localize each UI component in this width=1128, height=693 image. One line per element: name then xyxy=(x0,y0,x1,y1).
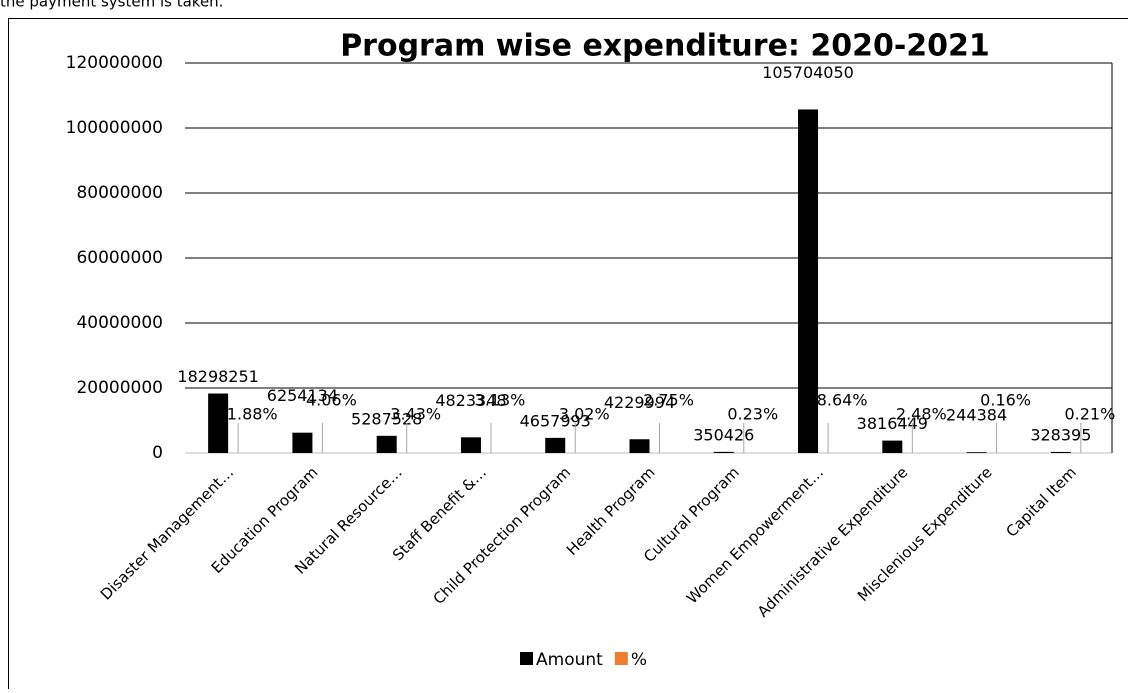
y-tick-label: 120000000 xyxy=(66,53,163,73)
bar xyxy=(967,452,987,453)
bar xyxy=(882,441,902,453)
data-label: 105704050 xyxy=(762,63,854,82)
data-label: 328395 xyxy=(1030,425,1091,444)
page-text: the payment system is taken. xyxy=(0,0,223,11)
data-label: 2.48% xyxy=(896,405,947,424)
y-tick-label: 60000000 xyxy=(76,248,163,268)
x-tick-label: Capital Item xyxy=(1002,463,1079,540)
bar xyxy=(377,436,397,453)
x-tick-label: Women Empowerment… xyxy=(683,463,827,607)
y-tick-label: 40000000 xyxy=(76,313,163,333)
data-label: 2.75% xyxy=(643,391,694,410)
y-tick-label: 0 xyxy=(152,443,163,463)
data-label: 4.06% xyxy=(306,391,357,410)
data-label: 18298251 xyxy=(177,367,258,386)
bar xyxy=(545,438,565,453)
bar xyxy=(292,433,312,453)
chart-frame xyxy=(9,19,1128,690)
chart-title: Program wise expenditure: 2020-2021 xyxy=(340,29,990,64)
data-label: 3.02% xyxy=(559,405,610,424)
y-tick-label: 20000000 xyxy=(76,378,163,398)
x-tick-label: Misclenious Expenditure xyxy=(854,463,996,605)
y-tick-label: 100000000 xyxy=(66,118,163,138)
x-tick-label: Health Program xyxy=(563,463,659,559)
x-tick-label: Child Protection Program xyxy=(430,463,575,608)
bar xyxy=(714,452,734,453)
bar xyxy=(461,437,481,453)
x-tick-label: Disaster Management… xyxy=(97,463,237,603)
data-label: 11.88% xyxy=(217,405,278,424)
legend-swatch xyxy=(615,652,628,665)
data-label: 0.23% xyxy=(727,405,778,424)
legend-label: Amount xyxy=(536,650,603,670)
data-label: 350426 xyxy=(693,425,754,444)
x-tick-label: Administrative Expenditure xyxy=(754,463,911,620)
legend-swatch xyxy=(520,652,533,665)
data-label: 68.64% xyxy=(807,391,868,410)
bar xyxy=(630,439,650,453)
data-label: 3.13% xyxy=(475,391,526,410)
bar xyxy=(1051,452,1071,453)
y-tick-label: 80000000 xyxy=(76,183,163,203)
data-label: 0.21% xyxy=(1064,405,1115,424)
data-label: 0.16% xyxy=(980,391,1031,410)
data-label: 3.43% xyxy=(390,405,441,424)
legend-label: % xyxy=(631,650,647,670)
